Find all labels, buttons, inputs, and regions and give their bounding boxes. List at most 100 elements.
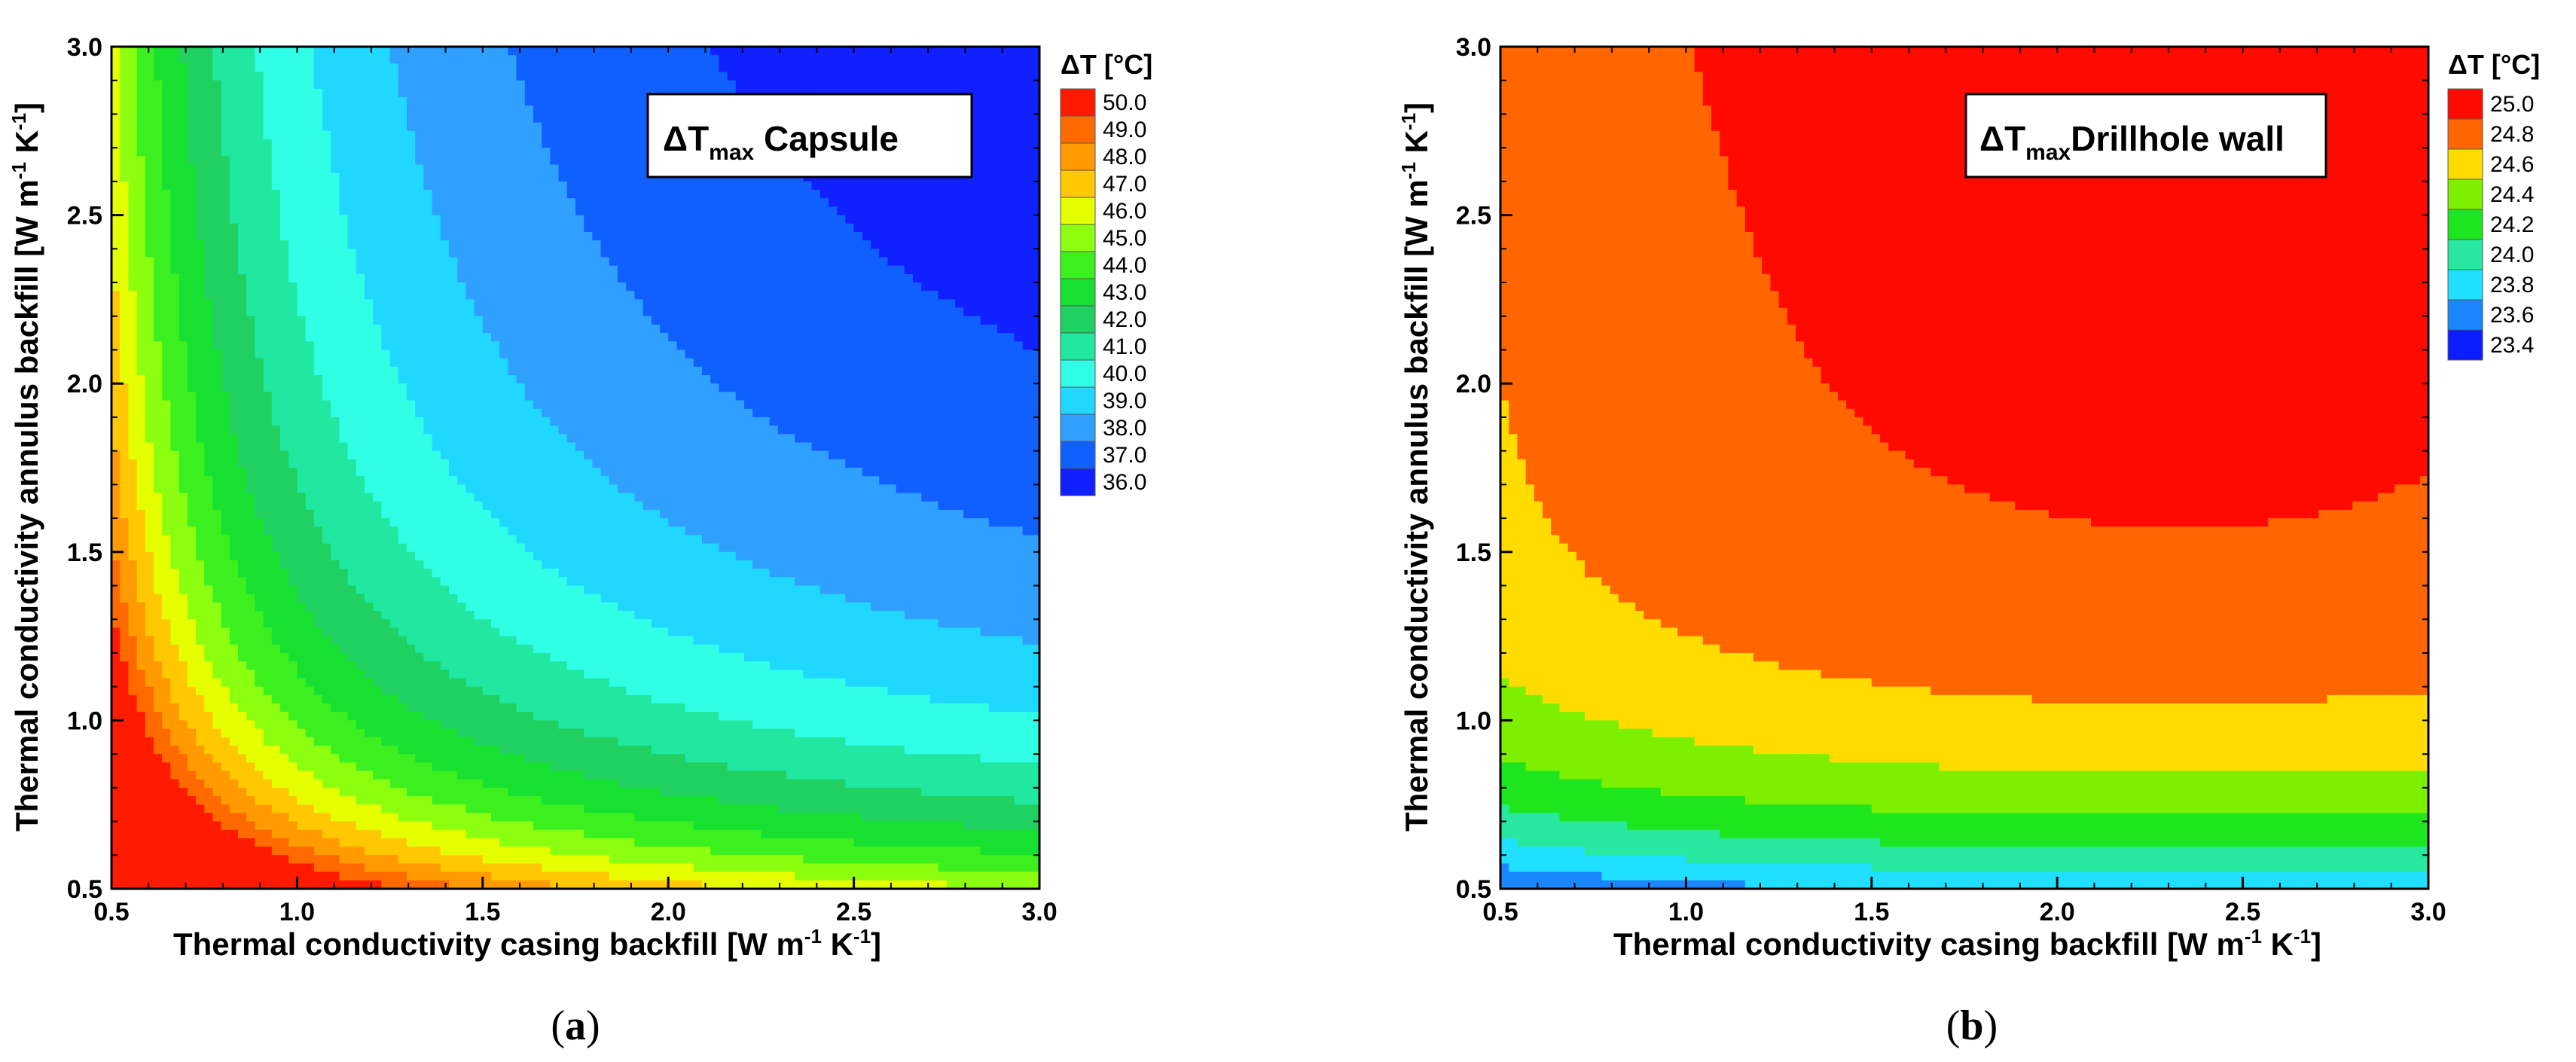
contour-cell bbox=[280, 215, 289, 224]
contour-cell bbox=[398, 63, 407, 73]
contour-cell bbox=[474, 198, 484, 208]
contour-cell bbox=[255, 762, 264, 772]
contour-cell bbox=[407, 871, 416, 881]
contour-cell bbox=[407, 358, 416, 368]
contour-cell bbox=[288, 282, 298, 291]
contour-cell bbox=[524, 602, 534, 612]
contour-cell bbox=[432, 871, 441, 881]
contour-cell bbox=[238, 678, 247, 688]
contour-cell bbox=[432, 762, 441, 772]
contour-cell bbox=[204, 855, 213, 865]
contour-cell bbox=[373, 720, 382, 730]
contour-cell bbox=[508, 543, 517, 553]
contour-cell bbox=[297, 80, 307, 90]
contour-cell bbox=[423, 762, 433, 772]
contour-cell bbox=[516, 652, 526, 662]
contour-cell bbox=[111, 47, 121, 56]
contour-cell bbox=[128, 282, 138, 291]
contour-cell bbox=[179, 476, 188, 485]
contour-cell bbox=[482, 190, 492, 199]
contour-cell bbox=[474, 408, 484, 418]
contour-cell bbox=[389, 728, 399, 738]
contour-cell bbox=[339, 569, 349, 578]
contour-cell bbox=[499, 366, 508, 376]
contour-cell bbox=[111, 754, 121, 763]
contour-cell bbox=[449, 543, 458, 553]
contour-cell bbox=[120, 426, 129, 435]
contour-cell bbox=[179, 114, 188, 124]
contour-cell bbox=[347, 442, 357, 452]
contour-cell bbox=[297, 47, 307, 56]
contour-cell bbox=[297, 602, 307, 612]
contour-cell bbox=[246, 97, 255, 106]
contour-cell bbox=[280, 619, 289, 629]
contour-cell bbox=[423, 148, 433, 157]
contour-cell bbox=[305, 434, 315, 444]
contour-cell bbox=[204, 644, 213, 654]
contour-cell bbox=[322, 257, 331, 267]
contour-cell bbox=[356, 468, 365, 477]
contour-cell bbox=[179, 694, 188, 704]
contour-cell bbox=[474, 804, 484, 813]
contour-cell bbox=[491, 484, 500, 494]
contour-cell bbox=[179, 670, 188, 679]
contour-cell bbox=[263, 594, 273, 603]
contour-cell bbox=[407, 526, 416, 536]
contour-cell bbox=[246, 55, 255, 64]
contour-cell bbox=[389, 518, 399, 527]
contour-cell bbox=[305, 63, 315, 73]
contour-cell bbox=[373, 299, 382, 309]
contour-cell bbox=[145, 299, 154, 309]
contour-cell bbox=[499, 400, 508, 410]
contour-cell bbox=[170, 855, 180, 865]
contour-cell bbox=[465, 526, 475, 536]
contour-cell bbox=[465, 585, 475, 595]
contour-cell bbox=[238, 181, 247, 191]
contour-cell bbox=[221, 198, 230, 208]
contour-cell bbox=[524, 341, 534, 351]
contour-cell bbox=[204, 164, 213, 174]
contour-cell bbox=[204, 720, 213, 730]
contour-cell bbox=[196, 265, 205, 275]
contour-cell bbox=[440, 375, 450, 384]
contour-cell bbox=[263, 375, 273, 384]
contour-cell bbox=[196, 273, 205, 283]
contour-cell bbox=[331, 333, 340, 342]
contour-cell bbox=[221, 686, 230, 696]
contour-cell bbox=[154, 838, 163, 847]
contour-cell bbox=[398, 291, 407, 300]
contour-cell bbox=[212, 349, 222, 359]
contour-cell bbox=[313, 543, 323, 553]
contour-cell bbox=[120, 670, 129, 679]
contour-cell bbox=[389, 72, 399, 81]
contour-cell bbox=[432, 838, 441, 847]
contour-cell bbox=[389, 703, 399, 713]
contour-cell bbox=[162, 299, 171, 309]
contour-cell bbox=[499, 148, 508, 157]
contour-cell bbox=[322, 484, 331, 494]
contour-cell bbox=[246, 265, 255, 275]
contour-cell bbox=[508, 139, 517, 148]
contour-cell bbox=[432, 450, 441, 460]
contour-cell bbox=[271, 291, 281, 300]
contour-cell bbox=[170, 240, 180, 249]
contour-cell bbox=[212, 442, 222, 452]
contour-cell bbox=[196, 644, 205, 654]
contour-cell bbox=[305, 509, 315, 519]
contour-cell bbox=[339, 526, 349, 536]
contour-cell bbox=[280, 442, 289, 452]
contour-cell bbox=[305, 198, 315, 208]
contour-cell bbox=[524, 190, 534, 199]
contour-cell bbox=[120, 333, 129, 342]
contour-cell bbox=[288, 821, 298, 831]
contour-cell bbox=[465, 829, 475, 839]
contour-cell bbox=[347, 172, 357, 182]
contour-cell bbox=[288, 434, 298, 444]
contour-cell bbox=[305, 602, 315, 612]
contour-cell bbox=[432, 55, 441, 64]
contour-cell bbox=[373, 417, 382, 426]
contour-cell bbox=[221, 206, 230, 216]
contour-cell bbox=[271, 670, 281, 679]
contour-cell bbox=[246, 468, 255, 477]
contour-cell bbox=[465, 282, 475, 291]
